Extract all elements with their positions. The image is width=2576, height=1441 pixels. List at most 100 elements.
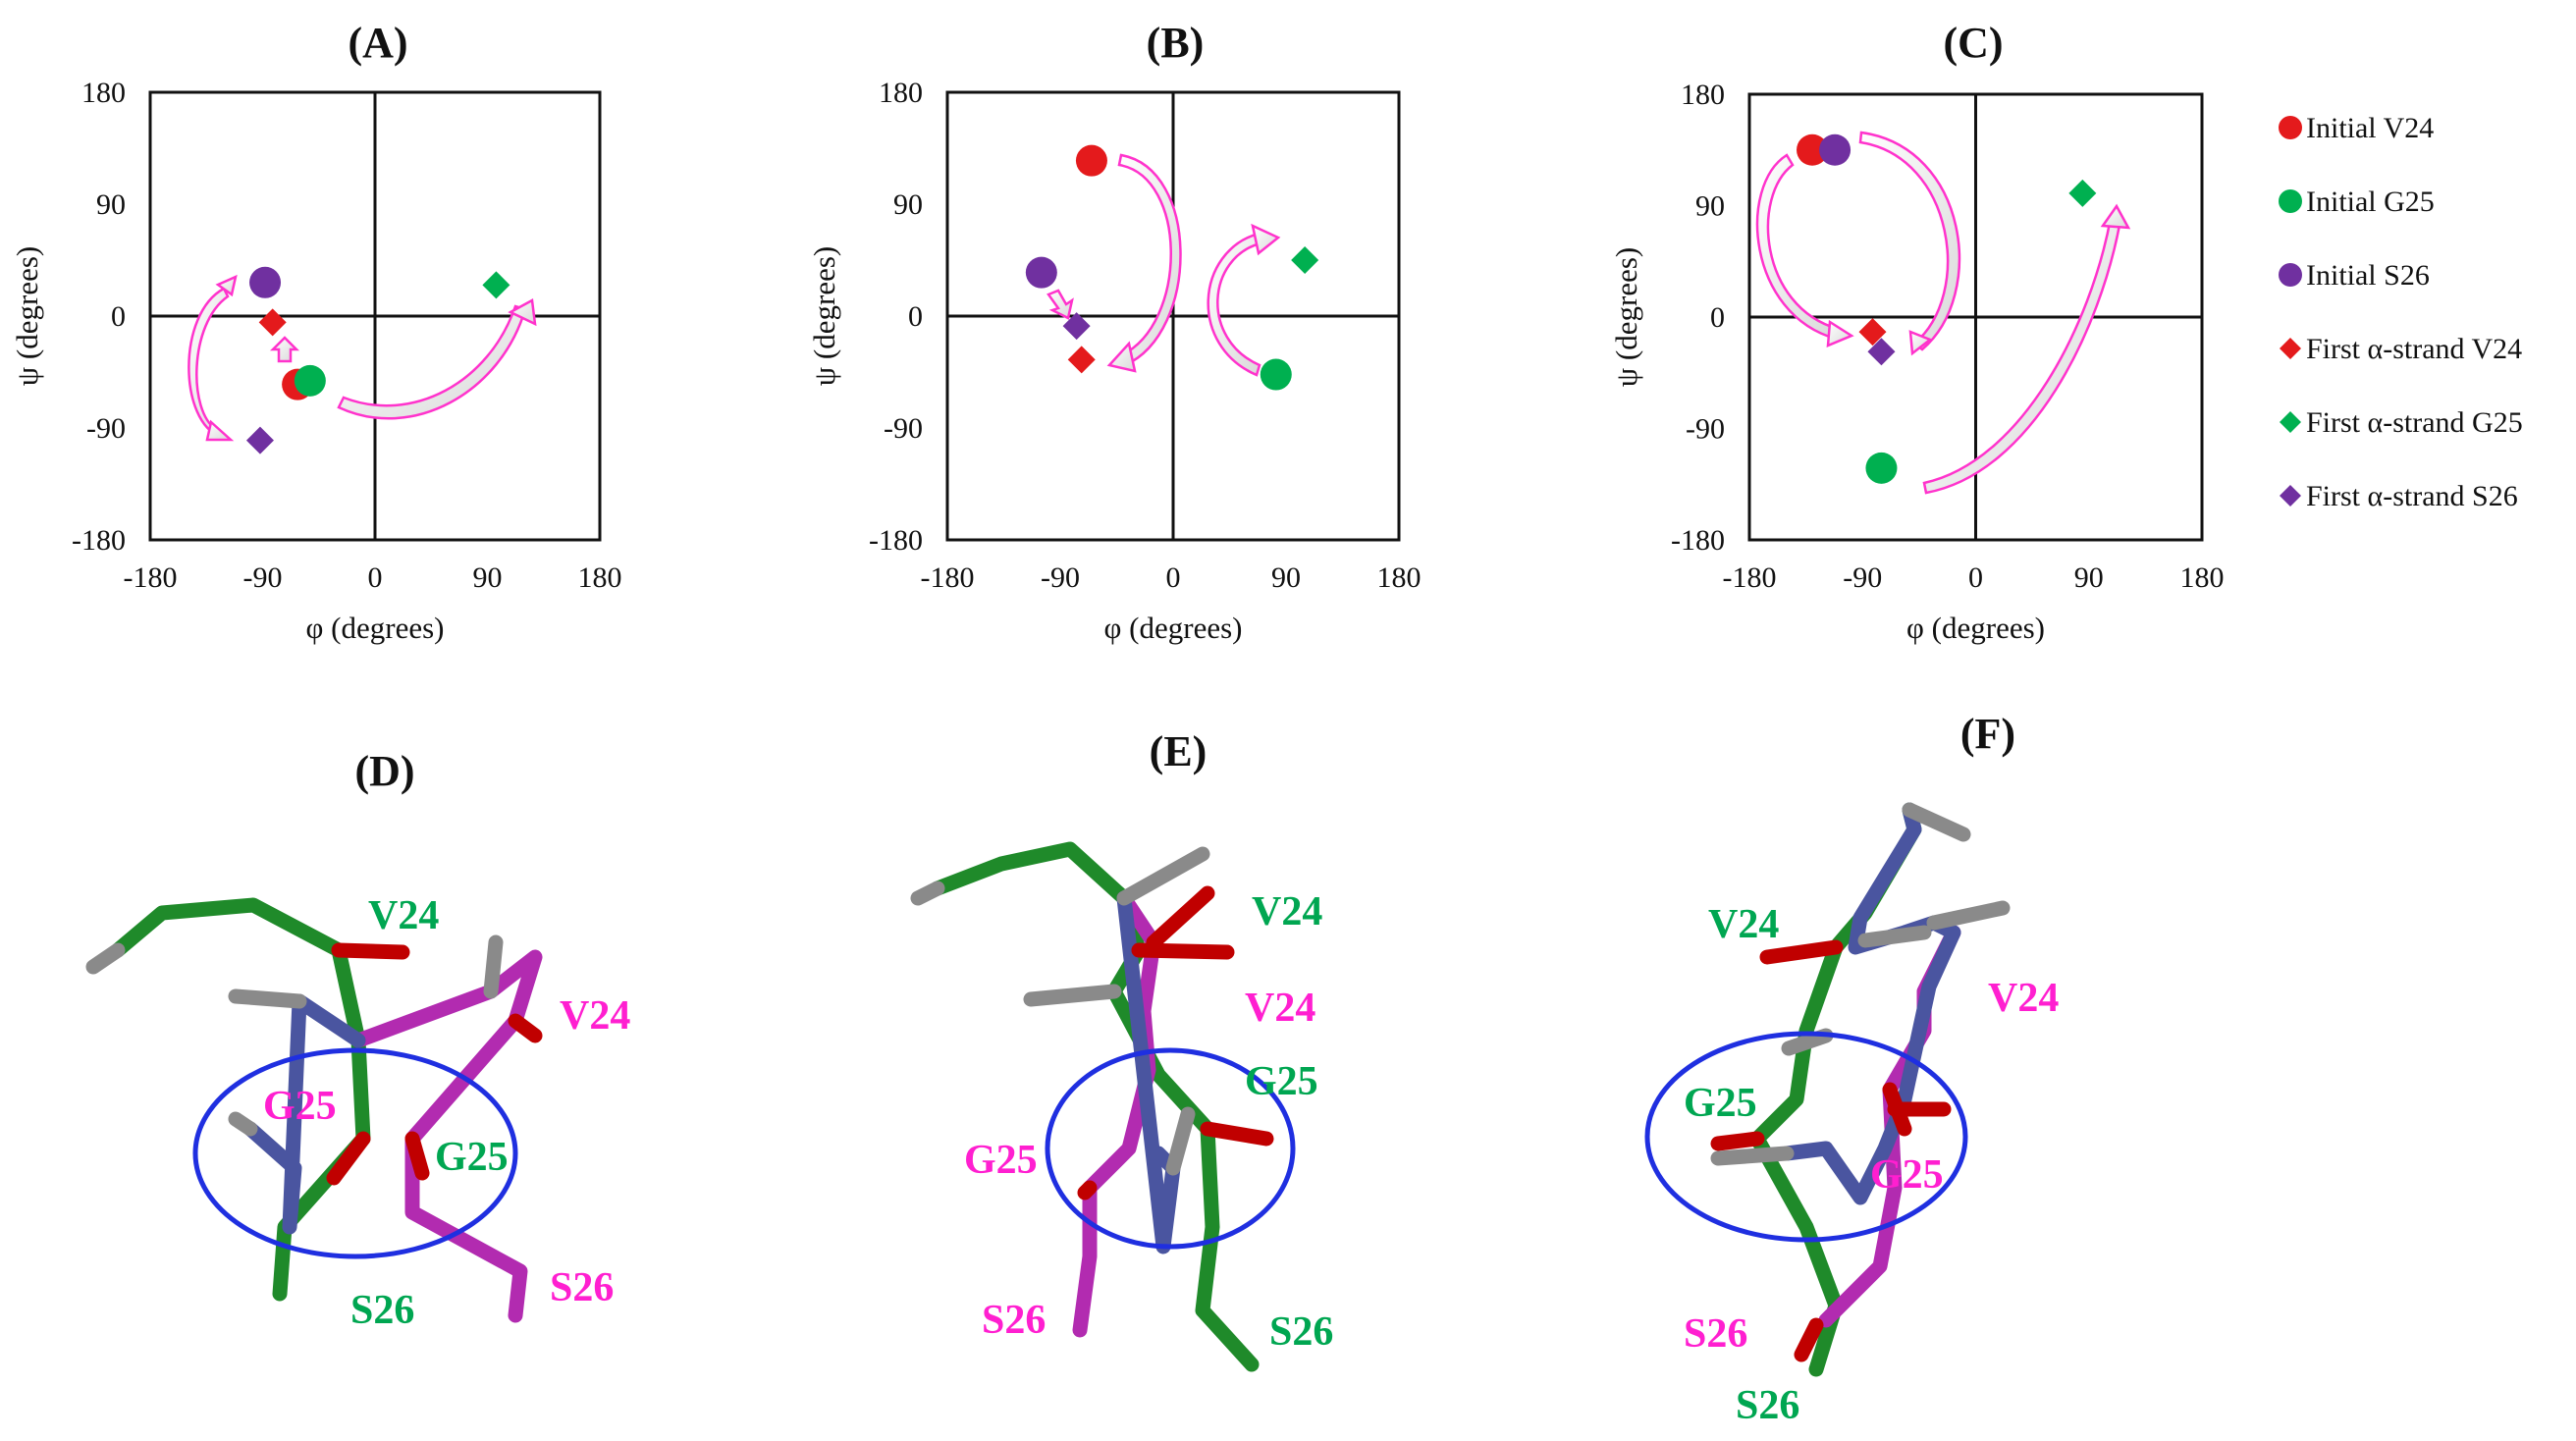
residue-label-f-s26-magenta: S26 [1684,1311,1747,1357]
stick-gray-f2 [1926,900,2011,931]
panel-label-d: (D) [354,747,414,795]
residue-label-e-s26-magenta: S26 [982,1298,1046,1343]
point-first-strand-s26-c [1867,338,1896,366]
stick-red-f1 [1759,939,1844,965]
x-tick-label-b: 180 [1377,561,1422,594]
stick-gray-f3 [1781,1028,1834,1056]
stick-red-e1 [1131,942,1235,960]
legend: Initial V24 Initial G25 Initial S26 First α… [2279,112,2523,512]
residue-label-d-v24-green: V24 [368,893,439,938]
point-initial-v24-b [1075,144,1107,177]
panel-a: (A) -180 -90 0 90 180 180 90 0 -90 -180 φ (degrees… [10,19,622,645]
legend-label-initial-g25: Initial G25 [2306,186,2435,218]
point-initial-g25-c [1865,452,1898,484]
residue-label-e-v24-green: V24 [1252,889,1322,934]
arrow-c-v24-curve [1755,153,1840,341]
legend-marker-initial-v24 [2279,116,2302,139]
arrow-b-g25-head [1251,223,1281,256]
backbone-sticks-f [1710,802,2011,1377]
stick-gray-d2 [228,1111,258,1137]
arrow-b-v24-curve [1117,153,1182,367]
panel-label-f: (F) [1960,710,2015,758]
x-tick-label-c: -90 [1843,561,1882,594]
legend-label-first-strand-g25: First α-strand G25 [2306,406,2523,439]
y-axis-label-c: ψ (degrees) [1609,247,1643,387]
structure-panel-e: (E) V24 V24 G25 G25 S26 S26 [910,727,1333,1372]
stick-red-e4 [1077,1180,1098,1201]
stick-gray-e4 [1165,1106,1196,1176]
panel-label-e: (E) [1150,727,1208,775]
legend-label-first-strand-v24: First α-strand V24 [2306,333,2522,365]
arrow-c-g25-head [2100,203,2131,230]
x-tick-label-b: -90 [1041,561,1080,594]
stick-red-d4 [508,1013,543,1043]
stick-gray-f1 [1902,802,1971,842]
x-axis-label-b: φ (degrees) [1104,611,1243,645]
y-tick-label-a: -180 [72,524,126,557]
x-tick-label-a: -180 [124,561,178,594]
y-tick-label-a: 180 [81,77,126,109]
panel-label-a: (A) [348,19,407,67]
arrow-a-g25-head [508,298,537,327]
residue-label-d-v24-magenta: V24 [560,993,630,1039]
arrow-a-g25-curve [337,304,527,420]
structure-panel-d: (D) V24 V24 G25 G25 S26 S26 [85,747,630,1333]
residue-label-f-s26-green: S26 [1736,1383,1799,1428]
y-axis-label-a: ψ (degrees) [10,246,44,386]
y-tick-label-b: 180 [879,77,923,109]
stick-red-d2 [326,1131,371,1186]
x-tick-label-b: 0 [1166,561,1181,594]
stick-gray-e2 [1023,984,1122,1007]
point-initial-g25-b [1260,358,1292,391]
transition-arrows-b [1046,153,1281,377]
legend-marker-first-strand-v24 [2280,338,2301,359]
stick-red-e2 [1146,885,1215,950]
y-tick-label-c: 180 [1681,79,1725,111]
stick-red-f2 [1710,1131,1765,1151]
panel-c: (C) -180 -90 0 90 180 180 90 0 -90 -180 φ (degrees… [1609,19,2225,645]
y-tick-label-c: -180 [1671,524,1725,557]
y-tick-label-b: 90 [893,188,923,221]
stick-blue-e [1116,890,1181,1254]
panel-label-c: (C) [1943,19,2003,67]
backbone-sticks-e [910,841,1274,1372]
residue-label-f-v24-magenta: V24 [1988,976,2059,1021]
legend-label-initial-v24: Initial V24 [2306,112,2434,144]
legend-label-initial-s26: Initial S26 [2306,259,2430,292]
highlight-ellipse-e [1045,1047,1296,1250]
x-tick-label-c: 0 [1968,561,1983,594]
residue-label-f-g25-green: G25 [1684,1081,1757,1126]
y-tick-label-c: -90 [1686,413,1725,446]
arrow-a-s26-head-bottom [205,419,235,442]
x-tick-label-a: 90 [473,561,503,594]
stick-gray-d1 [85,942,126,975]
transition-arrows-a [188,274,537,442]
residue-label-e-g25-magenta: G25 [964,1138,1038,1183]
point-first-strand-v24-c [1858,318,1887,347]
ramachandran-plot-b: -180 -90 0 90 180 180 90 0 -90 -180 φ (degrees) ψ (… [807,77,1422,645]
legend-marker-first-strand-s26 [2280,485,2301,507]
point-initial-g25-a [294,364,326,397]
point-first-strand-v24-a [258,308,287,337]
y-tick-label-c: 0 [1710,301,1725,334]
x-tick-label-c: 90 [2074,561,2104,594]
residue-label-d-s26-magenta: S26 [550,1265,614,1310]
point-initial-s26-b [1025,256,1057,289]
transition-arrows-c [1755,131,2131,495]
stick-red-f5 [1794,1317,1824,1362]
highlight-ellipse-d [192,1047,518,1259]
x-tick-label-a: 180 [578,561,622,594]
structure-panel-f: (F) V24 V24 G25 G25 S26 S26 [1644,710,2059,1428]
x-tick-label-c: -180 [1723,561,1777,594]
panel-b: (B) -180 -90 0 90 180 180 90 0 -90 -180 φ (degrees… [807,19,1422,645]
point-initial-s26-a [249,266,282,298]
x-axis-label-c: φ (degrees) [1906,611,2045,645]
x-tick-label-c: 180 [2180,561,2225,594]
stick-blue-f [1779,802,1961,1205]
x-tick-label-b: 90 [1271,561,1301,594]
y-tick-label-a: 0 [111,300,126,333]
y-tick-label-a: -90 [86,412,126,445]
arrow-a-s26-head-top [215,274,238,297]
y-tick-label-a: 90 [96,188,126,221]
panel-label-b: (B) [1147,19,1205,67]
